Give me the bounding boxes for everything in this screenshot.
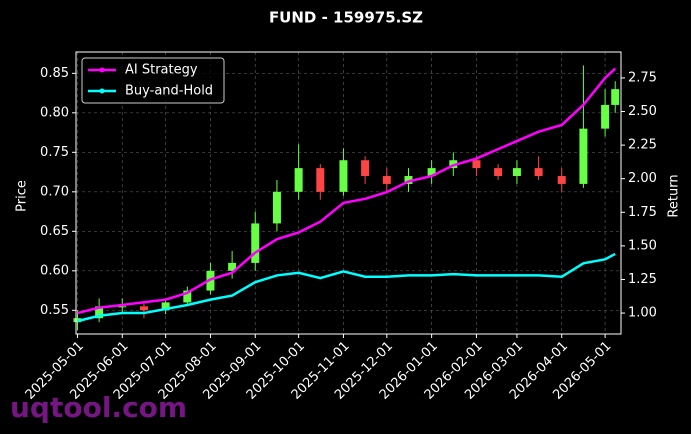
candle-body <box>427 168 436 177</box>
candle-body <box>95 306 104 319</box>
watermark: uqtool.com <box>10 391 187 424</box>
y2-tick-label: 2.50 <box>628 104 657 119</box>
plot-frame <box>75 51 622 335</box>
grid <box>76 52 621 334</box>
y2-tick-label: 2.25 <box>628 138 657 153</box>
chart-title: FUND - 159975.SZ <box>269 9 423 27</box>
candle-body <box>611 89 620 105</box>
legend-label: AI Strategy <box>125 63 198 78</box>
y2-tick-label: 1.75 <box>628 205 657 220</box>
y2-tick-label: 1.00 <box>628 306 657 321</box>
y-tick-label: 0.70 <box>40 184 69 199</box>
y-tick-label: 0.65 <box>40 224 69 239</box>
legend-marker <box>99 88 105 94</box>
y-tick-label: 0.60 <box>40 263 69 278</box>
candle-body <box>404 176 413 184</box>
candle-body <box>601 104 610 129</box>
candle-body <box>316 168 325 192</box>
candle-body <box>228 262 237 271</box>
candle-body <box>494 168 503 177</box>
candle-body <box>251 223 260 263</box>
candle-body <box>534 168 543 177</box>
y2-tick-label: 1.50 <box>628 238 657 253</box>
series-line <box>77 67 617 315</box>
candle-body <box>472 160 481 169</box>
candle-body <box>183 290 192 303</box>
candle-body <box>512 168 521 177</box>
legend: AI Strategy Buy-and-Hold <box>81 57 225 104</box>
candle-body <box>382 176 391 184</box>
y-tick-label: 0.55 <box>40 303 69 318</box>
series-line <box>77 252 616 323</box>
candle-body <box>139 306 148 311</box>
candle-body <box>557 176 566 184</box>
legend-label: Buy-and-Hold <box>125 84 213 99</box>
legend-marker <box>99 67 105 73</box>
candle-body <box>294 168 303 192</box>
y-tick-label: 0.75 <box>40 145 69 160</box>
y-tick-label: 0.80 <box>40 105 69 120</box>
y2-tick-label: 2.75 <box>628 70 657 85</box>
candle-body <box>339 160 348 192</box>
y2-axis-label: Return <box>667 174 682 217</box>
candle-body <box>161 302 170 311</box>
candle-body <box>579 128 588 184</box>
candle-body <box>272 191 281 224</box>
candle-body <box>118 306 127 308</box>
legend-box <box>81 57 225 104</box>
y2-tick-label: 2.00 <box>628 171 657 186</box>
y2-tick-label: 1.25 <box>628 272 657 287</box>
y-axis-label: Price <box>15 180 30 212</box>
candle-body <box>361 160 370 177</box>
y-tick-label: 0.85 <box>40 66 69 81</box>
